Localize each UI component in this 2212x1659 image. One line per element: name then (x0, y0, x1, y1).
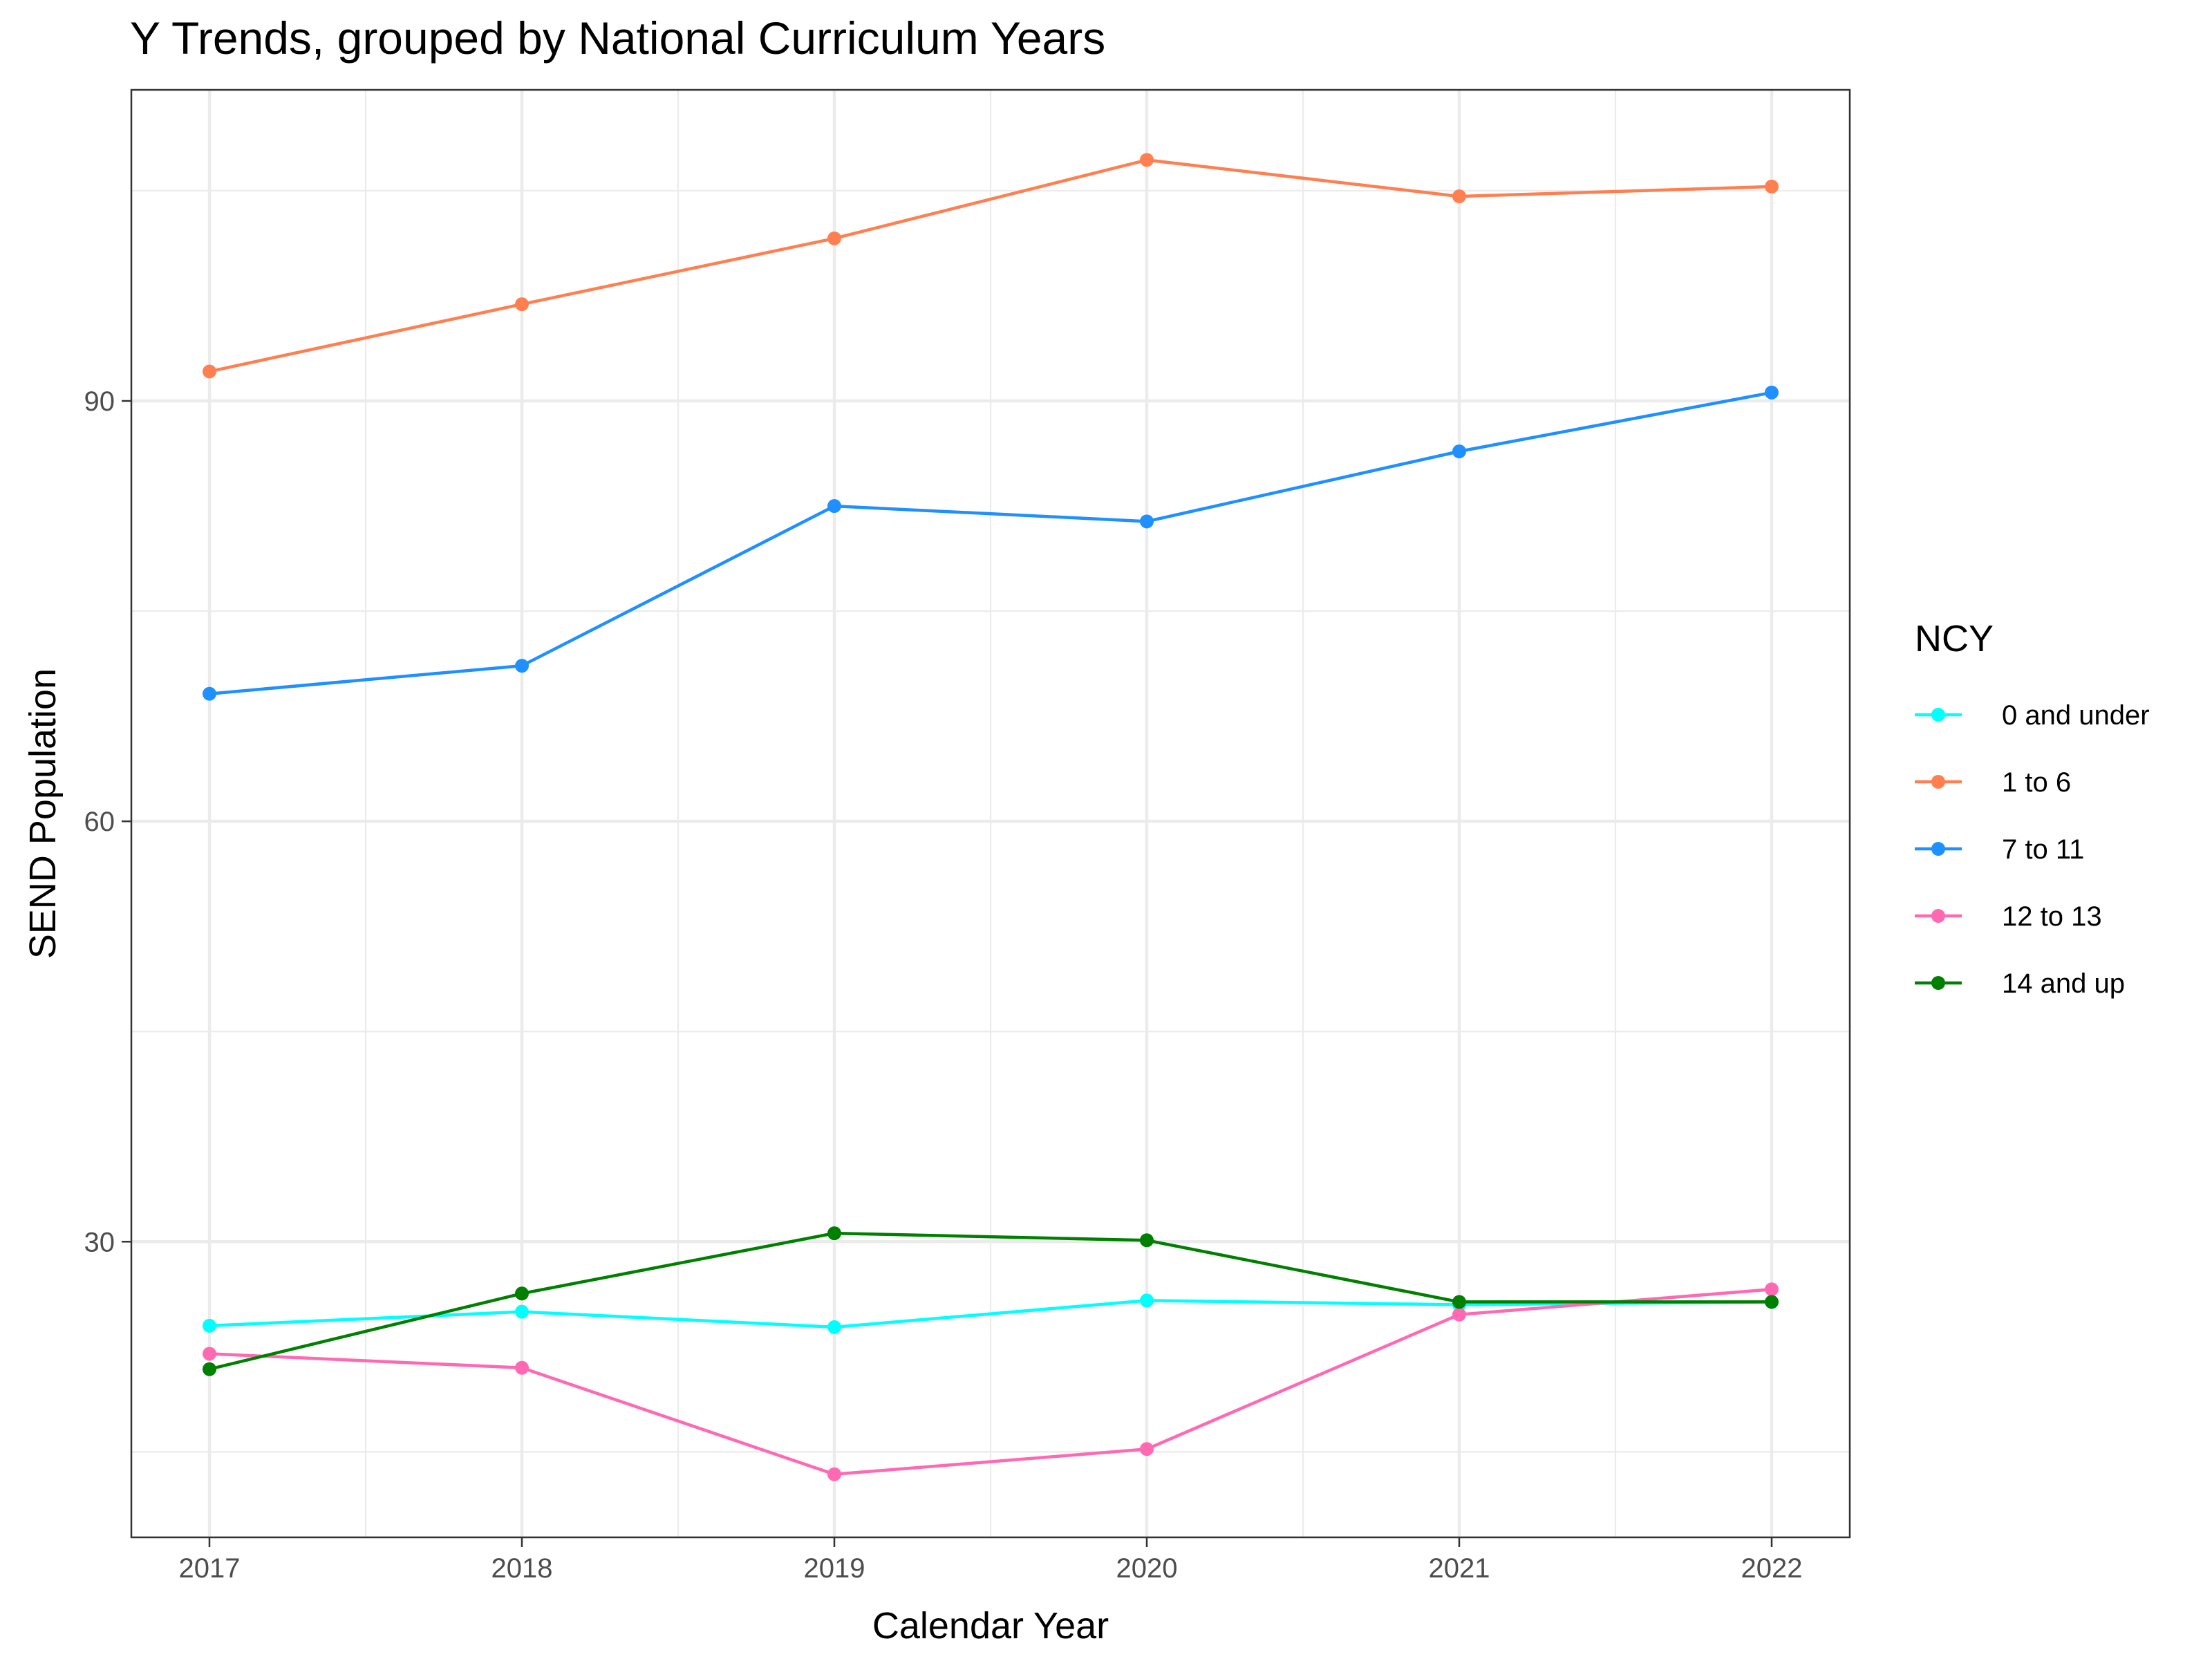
data-point (827, 1320, 841, 1334)
legend-item: 1 to 6 (1915, 767, 2071, 798)
data-point (203, 1347, 216, 1361)
data-point (515, 1304, 529, 1319)
series-layer (203, 153, 1779, 1481)
x-tick-label: 2021 (1429, 1553, 1490, 1584)
series-3 (203, 1282, 1779, 1481)
data-point (1452, 189, 1466, 204)
data-point (203, 1362, 216, 1376)
x-tick-label: 2017 (179, 1553, 241, 1584)
legend-key-point (1931, 909, 1945, 923)
data-point (203, 1318, 216, 1333)
data-point (515, 1360, 529, 1375)
series-2 (203, 385, 1779, 701)
y-axis-title: SEND Population (22, 668, 64, 959)
y-tick-label: 60 (84, 807, 115, 837)
y-tick-label: 30 (84, 1227, 115, 1257)
data-point (827, 1226, 841, 1241)
data-point (1452, 1295, 1466, 1309)
legend: NCY 0 and under 1 to 6 7 to 11 12 to 13 14 a… (1915, 618, 2150, 999)
legend-label: 1 to 6 (2002, 767, 2071, 798)
data-point (1765, 179, 1779, 194)
data-point (1452, 1307, 1466, 1322)
data-point (827, 1467, 841, 1481)
legend-key-point (1931, 842, 1945, 856)
series-1 (203, 153, 1779, 379)
data-point (1140, 153, 1154, 167)
series-line (207, 391, 1774, 695)
data-point (827, 231, 841, 245)
legend-item: 12 to 13 (1915, 901, 2102, 932)
data-point (203, 364, 216, 379)
x-tick-label: 2020 (1116, 1553, 1178, 1584)
y-tick-label: 90 (84, 386, 115, 417)
legend-label: 7 to 11 (2002, 834, 2084, 865)
legend-label: 14 and up (2002, 968, 2125, 999)
legend-title: NCY (1915, 618, 1994, 659)
legend-item: 14 and up (1915, 968, 2125, 999)
data-point (1140, 1293, 1154, 1308)
series-line (207, 1231, 1774, 1371)
x-axis-title: Calendar Year (872, 1605, 1109, 1647)
x-axis: 2017 2018 2019 2020 2021 2022 (179, 1537, 1803, 1584)
grid-minor (131, 90, 1850, 1537)
data-point (1765, 385, 1779, 400)
data-point (1765, 1295, 1779, 1309)
data-point (515, 659, 529, 673)
series-line (207, 1287, 1774, 1477)
series-line (207, 1299, 1774, 1329)
data-point (515, 1286, 529, 1301)
legend-item: 0 and under (1915, 700, 2150, 731)
x-tick-label: 2018 (491, 1553, 553, 1584)
data-point (1140, 514, 1154, 529)
x-tick-label: 2019 (804, 1553, 865, 1584)
legend-label: 0 and under (2002, 700, 2150, 731)
chart-title: Y Trends, grouped by National Curriculum… (130, 12, 1105, 64)
data-point (515, 297, 529, 312)
data-point (1765, 1282, 1779, 1297)
data-point (827, 499, 841, 514)
data-point (203, 686, 216, 701)
legend-key-point (1931, 976, 1945, 990)
series-line (207, 158, 1774, 373)
data-point (1140, 1442, 1154, 1456)
x-tick-label: 2022 (1741, 1553, 1803, 1584)
series-4 (203, 1226, 1779, 1376)
data-point (1452, 444, 1466, 458)
legend-item: 7 to 11 (1915, 834, 2084, 865)
legend-label: 12 to 13 (2002, 901, 2102, 932)
plot-panel-border (130, 88, 1851, 1539)
legend-key-point (1931, 708, 1945, 722)
data-point (1140, 1233, 1154, 1248)
y-axis: 30 60 90 (84, 386, 131, 1257)
legend-key-point (1931, 775, 1945, 789)
